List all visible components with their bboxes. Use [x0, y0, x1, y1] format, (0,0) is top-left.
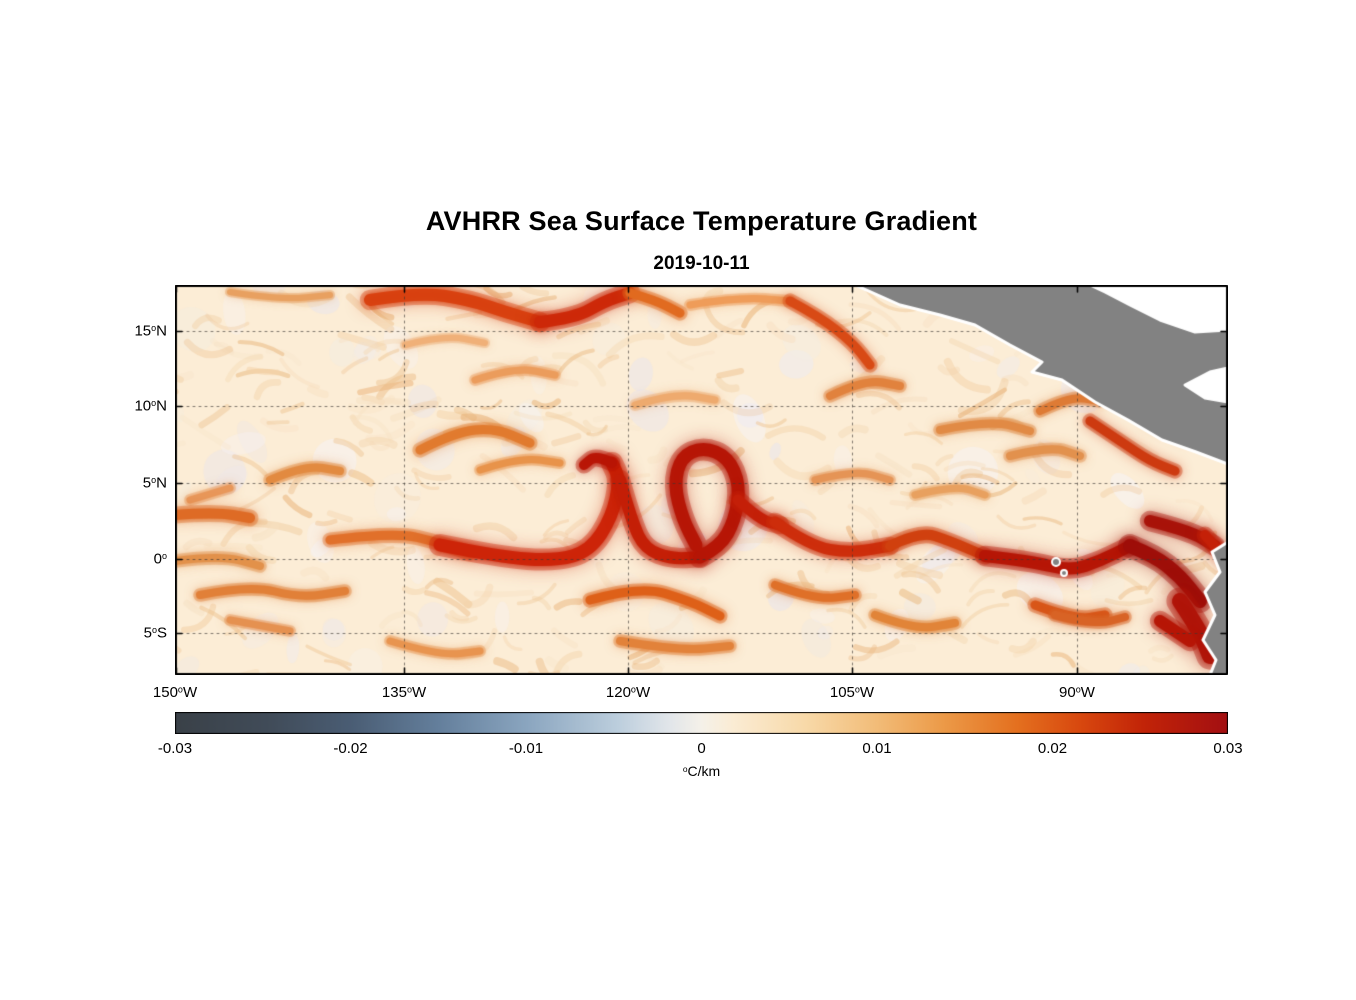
- degree-symbol: o: [177, 684, 183, 695]
- degree-symbol: o: [151, 475, 157, 486]
- x-axis-tick-label: 150oW: [152, 684, 198, 701]
- colorbar-tick-label: -0.01: [508, 740, 544, 757]
- y-axis-tick-label: 5oN: [142, 474, 167, 492]
- colorbar-tick-label: -0.02: [333, 740, 368, 757]
- x-axis-tick-label: 120oW: [605, 684, 651, 701]
- degree-symbol: o: [1075, 684, 1081, 695]
- y-axis-tick-label: 0o: [153, 550, 167, 568]
- y-axis-tick-label: 5oS: [143, 624, 167, 642]
- x-axis-tick-label: 90oW: [1059, 684, 1095, 701]
- colorbar-tick-label: 0.02: [1037, 740, 1068, 757]
- degree-symbol: o: [630, 684, 636, 695]
- colorbar-tick-label: 0.01: [862, 740, 892, 757]
- chart-subtitle: 2019-10-11: [653, 253, 750, 274]
- colorbar-tick-label: 0: [697, 740, 706, 757]
- colorbar-unit-text: C/km: [687, 763, 721, 779]
- sst-gradient-map-canvas: [175, 285, 1228, 675]
- colorbar-gradient: [175, 712, 1228, 734]
- colorbar-tick-label: 0.03: [1213, 740, 1243, 757]
- colorbar-unit-label: oC/km: [175, 763, 1228, 779]
- degree-symbol: o: [406, 684, 412, 695]
- degree-symbol: o: [161, 551, 167, 562]
- chart-title: AVHRR Sea Surface Temperature Gradient: [425, 206, 978, 236]
- x-axis-tick-label: 135oW: [381, 684, 427, 701]
- y-axis-tick-label: 15oN: [134, 322, 167, 340]
- x-axis-tick-label: 105oW: [829, 684, 875, 701]
- degree-symbol: o: [682, 763, 688, 774]
- degree-symbol: o: [151, 323, 157, 334]
- degree-symbol: o: [151, 625, 157, 636]
- degree-symbol: o: [151, 398, 157, 409]
- y-axis-tick-label: 10oN: [134, 397, 167, 415]
- degree-symbol: o: [854, 684, 860, 695]
- colorbar-tick-label: -0.03: [157, 740, 193, 757]
